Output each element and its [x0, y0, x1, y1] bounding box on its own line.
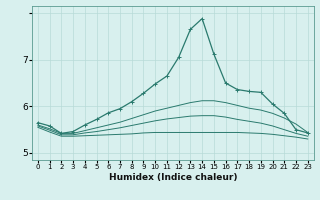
X-axis label: Humidex (Indice chaleur): Humidex (Indice chaleur): [108, 173, 237, 182]
